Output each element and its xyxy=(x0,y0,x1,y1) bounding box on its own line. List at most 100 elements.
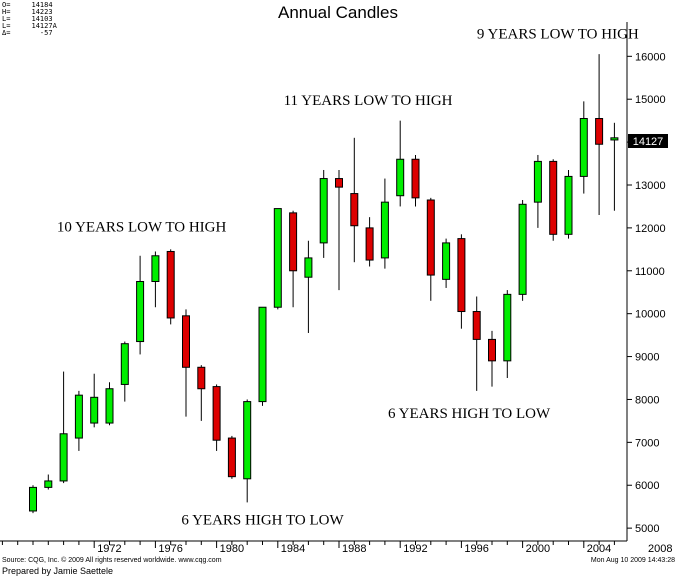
candle-2002 xyxy=(549,159,558,241)
price-tick-label: 13000 xyxy=(635,180,666,192)
candle-body-down xyxy=(335,178,343,188)
annotation-label: 10 YEARS LOW TO HIGH xyxy=(57,219,227,235)
candle-body-up xyxy=(136,281,145,343)
price-tick-label: 15000 xyxy=(635,94,666,106)
candle-body-down xyxy=(365,227,374,261)
year-tick-label: 1984 xyxy=(281,543,305,555)
candle-body-up xyxy=(304,257,313,278)
candle-body-up xyxy=(258,306,267,403)
ohlc-last: L= 14127A xyxy=(2,22,57,30)
candle-body-up xyxy=(610,137,619,141)
candle-body-up xyxy=(319,178,328,244)
year-tick-label: 2000 xyxy=(526,543,550,555)
candle-1996 xyxy=(457,234,466,329)
candle-1993 xyxy=(411,154,420,207)
candle-body-up xyxy=(151,255,160,283)
candle-1975 xyxy=(136,255,145,355)
candle-1968 xyxy=(29,485,37,514)
candle-2000 xyxy=(518,200,527,301)
candle-body-down xyxy=(595,118,604,145)
candle-1990 xyxy=(365,217,374,267)
candle-body-down xyxy=(212,386,221,441)
candle-body-up xyxy=(503,293,512,362)
candle-body-down xyxy=(227,437,236,478)
candle-1976 xyxy=(151,251,160,308)
candle-1979 xyxy=(197,365,206,421)
candle-2006 xyxy=(610,122,619,211)
candle-body-up xyxy=(380,201,389,259)
candle-body-down xyxy=(289,212,298,272)
price-tick-label: 8000 xyxy=(635,394,659,406)
year-tick-label: 1972 xyxy=(97,543,121,555)
candle-1972 xyxy=(90,373,99,428)
price-tick-label: 6000 xyxy=(635,480,659,492)
candle-1991 xyxy=(380,178,389,269)
ohlc-change: Δ= -57 xyxy=(2,29,53,37)
year-tick-label: 1980 xyxy=(220,543,244,555)
candles xyxy=(29,54,619,514)
candle-body-up xyxy=(59,433,68,482)
candle-1998 xyxy=(488,330,496,387)
candle-body-down xyxy=(166,250,175,319)
price-tick-label: 16000 xyxy=(635,51,666,63)
last-price-label: 14127 xyxy=(633,136,664,148)
candle-body-down xyxy=(350,193,359,227)
candle-1985 xyxy=(289,210,298,308)
candle-1971 xyxy=(74,390,83,451)
copyright-text: Source: CQG, Inc. © 2009 All rights rese… xyxy=(2,557,222,564)
candle-body-down xyxy=(457,238,466,313)
candle-body-up xyxy=(74,394,83,439)
price-tick-label: 5000 xyxy=(635,523,659,535)
ohlc-high: H= 14223 xyxy=(2,8,53,16)
candle-body-up xyxy=(44,480,53,488)
candle-2003 xyxy=(564,169,573,239)
candle-body-up xyxy=(90,396,99,424)
candle-1999 xyxy=(503,290,512,379)
annotation-label: 9 YEARS LOW TO HIGH xyxy=(477,26,639,42)
candle-1992 xyxy=(396,120,405,207)
candle-body-up xyxy=(273,208,282,308)
ohlc-low: L= 14103 xyxy=(2,15,53,23)
candle-2005 xyxy=(595,54,604,216)
price-tick-label: 9000 xyxy=(635,352,659,364)
annotation-label: 11 YEARS LOW TO HIGH xyxy=(284,93,453,109)
ohlc-readout: O= 14184 H= 14223 L= 14103 L= 14127A Δ= … xyxy=(2,2,57,37)
candle-1994 xyxy=(426,197,435,301)
candle-body-up xyxy=(105,388,114,424)
candle-body-down xyxy=(411,158,420,199)
candle-1987 xyxy=(319,169,328,258)
candle-1984 xyxy=(273,208,282,310)
candle-1974 xyxy=(120,341,129,402)
candle-body-up xyxy=(120,343,129,385)
candle-body-down xyxy=(426,199,435,276)
price-axis: 5000 6000 7000 8000 9000 10000 11000 12000 13000… xyxy=(627,51,666,535)
candle-body-up xyxy=(533,160,542,203)
candle-1982 xyxy=(243,399,252,503)
candle-body-up xyxy=(29,486,37,512)
candle-body-up xyxy=(564,175,573,235)
last-price-box xyxy=(628,134,668,148)
time-axis: 1972 1976 1980 1984 1988 1992 1996 2000 2004 2008 xyxy=(1,541,672,555)
candle-body-up xyxy=(518,203,527,295)
candle-1986 xyxy=(304,240,313,333)
price-tick-label: 10000 xyxy=(635,309,666,321)
price-tick-label: 7000 xyxy=(635,437,659,449)
candle-1977 xyxy=(166,249,175,325)
candle-body-down xyxy=(488,338,496,362)
year-tick-label: 1996 xyxy=(464,543,488,555)
candle-body-down xyxy=(197,366,206,390)
year-tick-label: 2004 xyxy=(587,543,611,555)
candle-1983 xyxy=(258,306,267,406)
candle-1997 xyxy=(472,296,481,391)
price-tick-label: 12000 xyxy=(635,223,666,235)
candle-1989 xyxy=(350,137,359,263)
ohlc-open: O= 14184 xyxy=(2,1,53,9)
annotation-label: 6 YEARS HIGH TO LOW xyxy=(388,406,551,422)
candle-1978 xyxy=(182,309,190,417)
last-price-marker: 14127 xyxy=(628,134,668,148)
candle-body-up xyxy=(396,158,405,197)
candle-2001 xyxy=(533,154,542,228)
candle-body-down xyxy=(549,160,558,235)
year-tick-label: 1988 xyxy=(342,543,366,555)
